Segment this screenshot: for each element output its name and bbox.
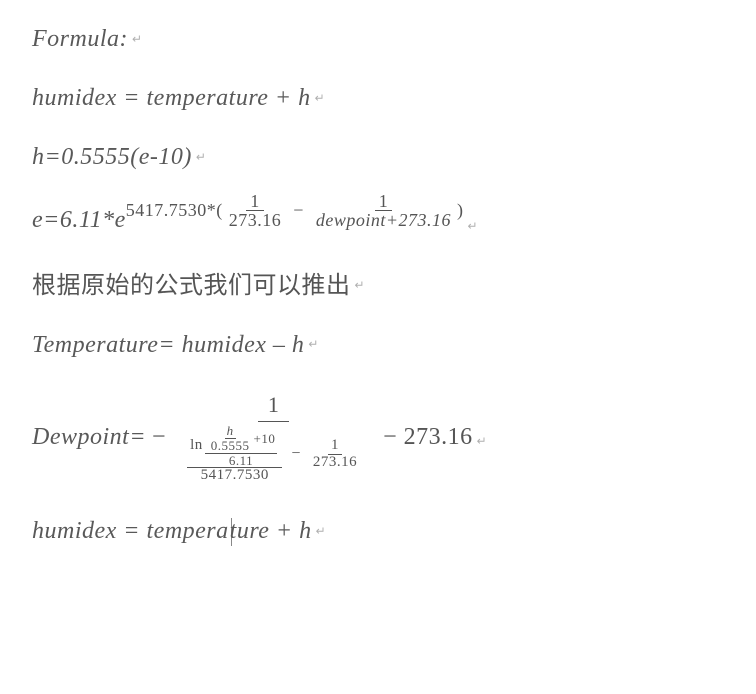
exp-frac-1: 1 273.16: [225, 192, 286, 231]
text-temp-eq: Temperature= humidex – h: [32, 330, 304, 361]
exp-frac-2: 1 dewpoint+273.16: [312, 192, 455, 231]
return-icon: ↵: [477, 434, 488, 450]
den-left-den: 5417.7530: [198, 468, 272, 484]
plus-10: +10: [254, 432, 276, 446]
den-left-frac: ln h 0.5555 +10 6.11 54: [187, 424, 282, 484]
text-dewpoint-prefix: Dewpoint=: [32, 422, 146, 453]
neg-sign: −: [152, 422, 166, 453]
h-den: 0.5555: [209, 439, 252, 453]
big-num: 1: [258, 389, 290, 423]
exponent-group: 5417.7530*( 1 273.16 − 1 dewpoint+273.16…: [126, 192, 464, 231]
exp-frac2-num: 1: [375, 192, 393, 212]
exp-frac2-den: dewpoint+273.16: [312, 211, 455, 230]
return-icon: ↵: [132, 32, 143, 48]
exp-frac1-den: 273.16: [225, 211, 286, 230]
ln-arg-top: h 0.5555 +10: [205, 424, 278, 453]
return-icon: ↵: [316, 524, 327, 540]
text-humidex-eq-2: humidex = temperature + h: [32, 516, 312, 547]
exp-text-a: 5417.7530*(: [126, 199, 223, 222]
ln-arg-frac: h 0.5555 +10 6.11: [205, 424, 278, 467]
den-left-num: ln h 0.5555 +10 6.11: [187, 424, 282, 468]
return-icon: ↵: [355, 278, 366, 294]
den-right-num: 1: [328, 438, 342, 455]
exp-minus: −: [293, 199, 304, 222]
ln-label: ln: [190, 438, 203, 454]
ln-arg-bot: 6.11: [227, 454, 255, 468]
text-h-eq: h=0.5555(e-10): [32, 142, 192, 173]
big-fraction: 1 ln h 0.5555 +10: [178, 389, 369, 486]
text-cursor-icon: [231, 518, 232, 546]
line-humidex-def: humidex = temperature + h ↵: [32, 83, 724, 114]
tail-const: − 273.16: [383, 422, 473, 453]
exp-frac1-num: 1: [246, 192, 264, 212]
den-minus: −: [291, 444, 301, 465]
line-e-def: e=6.11*e 5417.7530*( 1 273.16 − 1 dewpoi…: [32, 202, 724, 241]
exp-text-b: ): [457, 199, 464, 222]
den-right-den: 273.16: [310, 455, 360, 471]
line-formula-heading: Formula: ↵: [32, 24, 724, 55]
line-humidex-repeat: humidex = temperature + h ↵: [32, 516, 724, 547]
text-e-prefix: e=6.11*e: [32, 205, 126, 236]
text-formula: Formula:: [32, 24, 128, 55]
h-over-05555: h 0.5555: [209, 424, 252, 452]
return-icon: ↵: [196, 150, 207, 166]
line-temperature-derived: Temperature= humidex – h ↵: [32, 330, 724, 361]
return-icon: ↵: [315, 91, 326, 107]
den-right-frac: 1 273.16: [310, 438, 360, 471]
line-h-def: h=0.5555(e-10) ↵: [32, 142, 724, 173]
h-num: h: [225, 424, 236, 439]
big-den: ln h 0.5555 +10 6.11 54: [178, 422, 369, 486]
dewpoint-expr: − 1 ln h 0.5555 +10: [146, 389, 473, 486]
return-icon: ↵: [308, 337, 319, 353]
text-humidex-eq: humidex = temperature + h: [32, 83, 311, 114]
return-icon: ↵: [468, 219, 479, 235]
line-dewpoint-derived: Dewpoint= − 1 ln h 0.5555 +10: [32, 389, 724, 486]
line-cjk-derivation: 根据原始的公式我们可以推出 ↵: [32, 270, 724, 301]
text-cjk: 根据原始的公式我们可以推出: [32, 270, 351, 301]
